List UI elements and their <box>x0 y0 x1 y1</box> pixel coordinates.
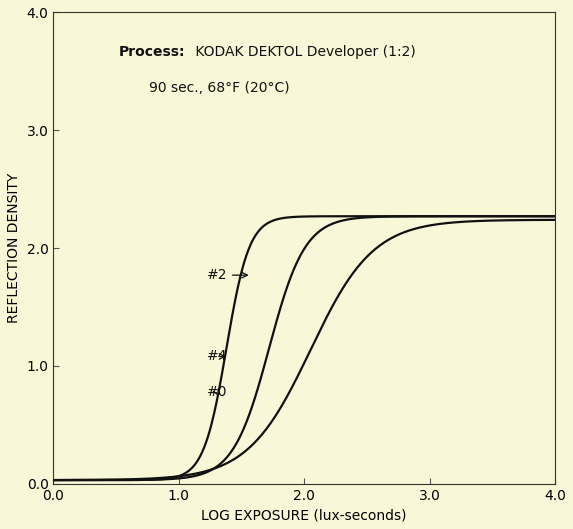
X-axis label: LOG EXPOSURE (lux-seconds): LOG EXPOSURE (lux-seconds) <box>202 508 407 522</box>
Text: #0: #0 <box>206 385 227 399</box>
Text: #4: #4 <box>206 350 227 363</box>
Text: Process:: Process: <box>119 45 185 59</box>
Y-axis label: REFLECTION DENSITY: REFLECTION DENSITY <box>7 173 21 323</box>
Text: 90 sec., 68°F (20°C): 90 sec., 68°F (20°C) <box>149 81 289 95</box>
Text: KODAK DEKTOL Developer (1:2): KODAK DEKTOL Developer (1:2) <box>191 45 416 59</box>
Text: #2: #2 <box>206 268 248 282</box>
